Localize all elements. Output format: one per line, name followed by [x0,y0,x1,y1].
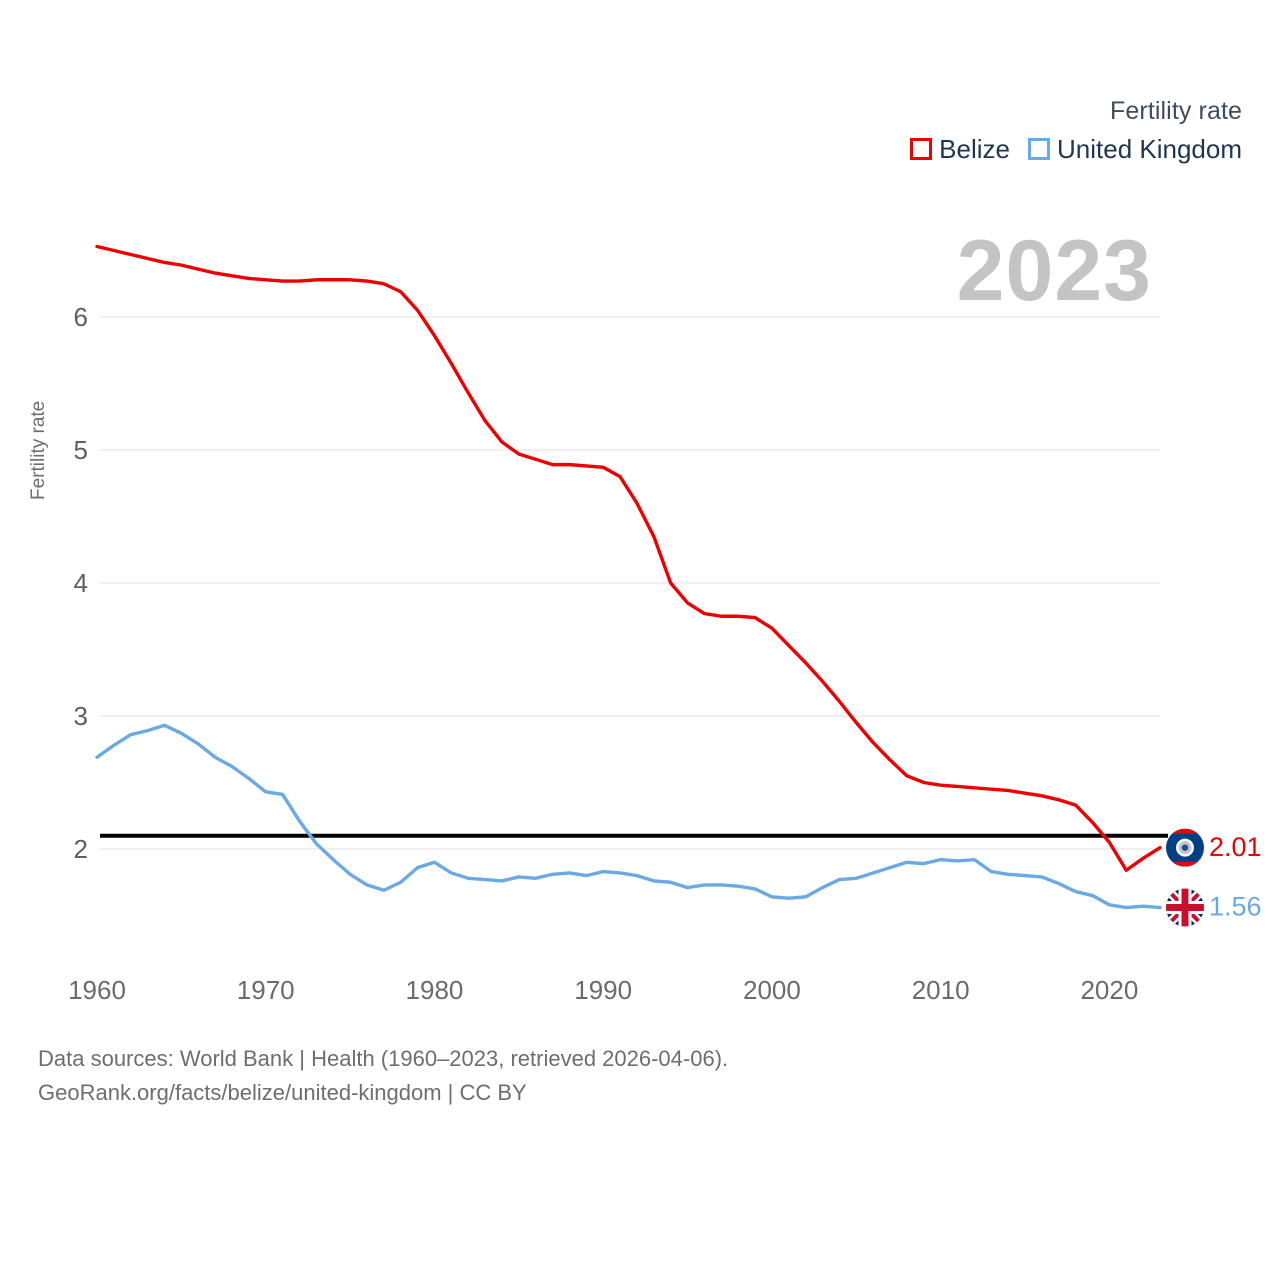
end-value-united-kingdom: 1.56 [1209,892,1262,922]
y-axis-tick-label: 4 [74,568,88,598]
x-axis-tick-labels: 1960 1970 1980 1990 2000 2010 2020 [68,975,1138,1005]
series-line-belize [95,244,1162,872]
legend-label-united-kingdom: United Kingdom [1057,133,1242,164]
legend-item-belize[interactable]: Belize [910,136,1010,162]
y-axis-tick-label: 3 [74,701,88,731]
legend-items: Belize United Kingdom [910,136,1242,162]
series-line-united-kingdom [95,723,1162,910]
legend-swatch-united-kingdom-icon [1028,137,1050,160]
x-axis-tick-label: 1970 [237,975,295,1005]
x-axis-tick-label: 1980 [406,975,464,1005]
legend-title: Fertility rate [1110,97,1242,125]
gridlines [100,316,1160,850]
x-axis-tick-label: 2010 [912,975,970,1005]
footer-sources: Data sources: World Bank | Health (1960–… [38,1042,728,1110]
y-axis-tick-labels: 2 3 4 5 6 [74,302,88,864]
footer-line-2: GeoRank.org/facts/belize/united-kingdom … [38,1080,527,1106]
x-axis-tick-label: 1960 [68,975,126,1005]
y-axis-tick-label: 6 [74,302,88,332]
x-axis-tick-label: 2000 [743,975,801,1005]
data-series-group [95,244,1162,910]
x-axis-tick-label: 1990 [574,975,632,1005]
belize-flag-icon[interactable] [1166,828,1204,867]
year-watermark: 2023 [956,223,1152,319]
legend-swatch-belize-icon [910,137,933,160]
x-axis-tick-label: 2020 [1080,975,1138,1005]
footer-line-1: Data sources: World Bank | Health (1960–… [38,1046,729,1071]
chart-legend: Fertility rate Belize United Kingdom [910,97,1242,162]
legend-item-united-kingdom[interactable]: United Kingdom [1028,136,1242,162]
legend-label-belize: Belize [939,133,1010,164]
united-kingdom-flag-icon[interactable] [1166,888,1204,927]
end-value-belize: 2.01 [1209,832,1262,862]
y-axis-tick-label: 2 [74,834,88,864]
y-axis-tick-label: 5 [74,435,88,465]
